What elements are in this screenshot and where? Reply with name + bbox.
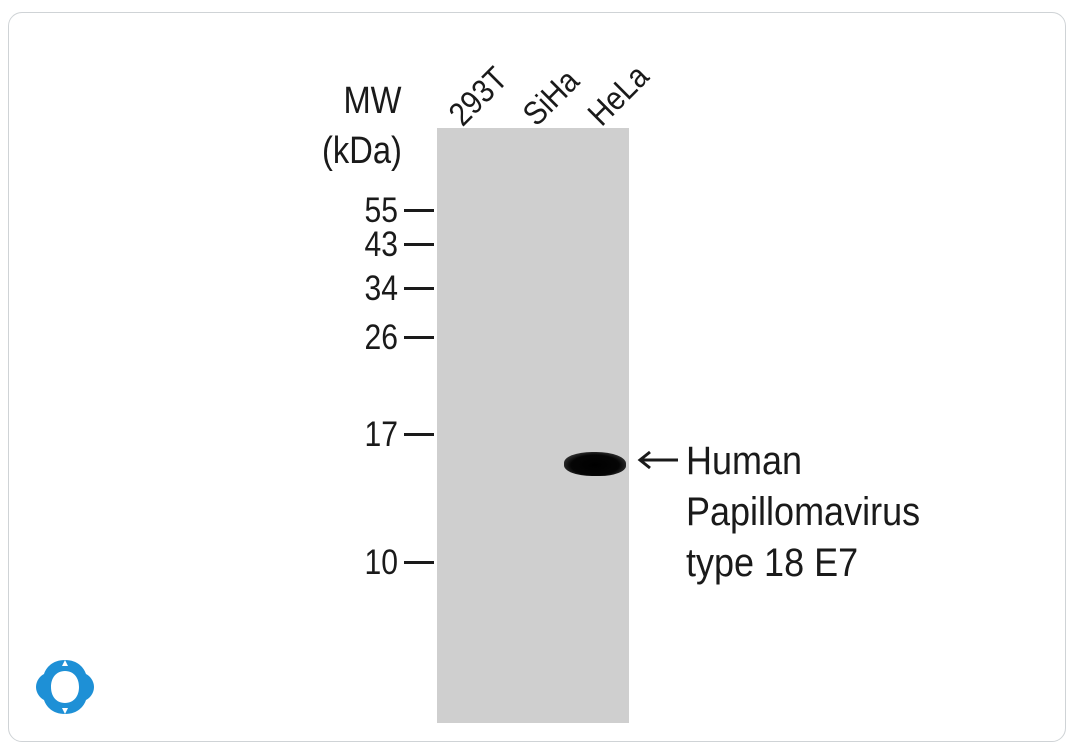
marker-value: 26 (364, 317, 398, 357)
left-arrow-icon (637, 450, 678, 470)
marker-tick (404, 335, 434, 339)
marker-34: 34 (338, 270, 434, 306)
marker-value: 43 (364, 224, 398, 264)
marker-tick (404, 560, 434, 564)
marker-value: 34 (364, 268, 398, 308)
marker-tick (404, 432, 434, 436)
marker-tick (404, 286, 434, 290)
blot-membrane (437, 128, 629, 723)
band-annotation: Human Papillomavirus type 18 E7 (686, 436, 920, 589)
marker-26: 26 (338, 319, 434, 355)
marker-value: 10 (364, 542, 398, 582)
marker-10: 10 (338, 544, 434, 580)
mw-label: MW (343, 80, 402, 122)
annotation-line: Human (686, 439, 803, 483)
annotation-line: Papillomavirus (686, 490, 921, 534)
marker-value: 55 (364, 190, 398, 230)
marker-tick (404, 242, 434, 246)
protein-band-hela (564, 452, 626, 476)
annotation-line: type 18 E7 (686, 541, 859, 585)
marker-tick (404, 208, 434, 212)
marker-43: 43 (338, 226, 434, 262)
marker-55: 55 (338, 192, 434, 228)
brand-logo-icon (36, 660, 94, 714)
marker-value: 17 (364, 414, 398, 454)
marker-17: 17 (338, 416, 434, 452)
mw-unit-label: (kDa) (322, 130, 402, 172)
